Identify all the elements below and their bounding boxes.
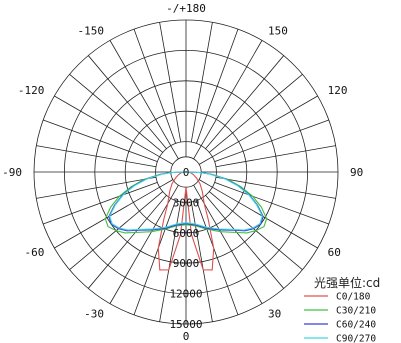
grid-spoke	[196, 29, 239, 144]
angle-label: -60	[24, 246, 44, 259]
series-curves	[104, 171, 268, 271]
angle-label: -30	[84, 308, 104, 321]
angle-label: 150	[268, 24, 288, 37]
radial-label: 3000	[173, 196, 200, 209]
grid-spoke	[87, 55, 167, 149]
series-curve	[109, 171, 263, 231]
angle-label: 90	[350, 166, 363, 179]
angle-label: 30	[268, 308, 281, 321]
angle-labels: -/+180 150 120 90 60 30 0 -30 -60 -90 -120 -150	[2, 2, 363, 343]
legend-label: C30/210	[336, 306, 376, 317]
grid-spoke	[133, 200, 176, 315]
angle-label: -/+180	[166, 2, 206, 15]
unit-label: 光强单位:cd	[314, 275, 380, 290]
legend-label: C0/180	[336, 292, 371, 303]
grid-spoke	[69, 73, 163, 153]
grid-spoke	[159, 201, 182, 322]
grid-spoke	[215, 176, 336, 199]
series-curve	[157, 171, 215, 271]
radial-label: 12000	[169, 288, 202, 301]
grid-spoke	[190, 22, 213, 143]
series-curve	[104, 171, 268, 234]
grid-spoke-inner	[159, 179, 174, 188]
grid-spoke	[54, 95, 160, 158]
grid-spoke	[205, 195, 285, 289]
grid-spoke-inner	[170, 184, 179, 199]
grid-spoke	[36, 145, 157, 168]
legend-label: C90/270	[336, 334, 376, 343]
grid-spoke	[212, 186, 318, 249]
legend: C0/180 C30/210 C60/240 C90/270	[304, 292, 376, 343]
radial-label: 9000	[173, 257, 200, 270]
grid-spoke	[54, 186, 160, 249]
grid-spoke	[214, 119, 329, 162]
radial-label: 6000	[173, 227, 200, 240]
grid-spoke-inner	[198, 179, 213, 188]
grid-spoke	[87, 195, 167, 289]
grid-spoke	[200, 198, 263, 304]
grid-spoke	[214, 182, 329, 225]
grid-spoke	[190, 201, 213, 322]
angle-label: 0	[183, 330, 190, 343]
grid-spoke-inner	[159, 156, 174, 165]
grid-spoke	[212, 95, 318, 158]
grid-spoke	[209, 73, 303, 153]
grid-spoke	[43, 119, 158, 162]
grid-spoke	[215, 145, 336, 168]
grid-spoke-inner	[198, 156, 213, 165]
grid-spoke-inner	[170, 145, 179, 160]
angle-label: -120	[18, 84, 45, 97]
grid-spoke	[196, 200, 239, 315]
radial-labels: 0 3000 6000 9000 12000 15000	[169, 166, 202, 331]
grid-spoke	[133, 29, 176, 144]
grid-spoke	[43, 182, 158, 225]
grid-spoke	[205, 55, 285, 149]
angle-label: 60	[328, 246, 341, 259]
angle-label: -90	[2, 166, 22, 179]
grid-spoke	[109, 198, 172, 304]
grid-spoke-inner	[193, 145, 202, 160]
grid-spoke	[109, 40, 172, 146]
grid-spoke	[36, 176, 157, 199]
angle-label: 120	[328, 84, 348, 97]
radial-label: 15000	[169, 318, 202, 331]
grid-spoke-inner	[193, 184, 202, 199]
grid-spoke	[159, 22, 182, 143]
legend-label: C60/240	[336, 320, 376, 331]
angle-label: -150	[78, 24, 105, 37]
grid-spoke	[200, 40, 263, 146]
series-curve	[108, 171, 264, 232]
radial-label: 0	[183, 166, 190, 179]
